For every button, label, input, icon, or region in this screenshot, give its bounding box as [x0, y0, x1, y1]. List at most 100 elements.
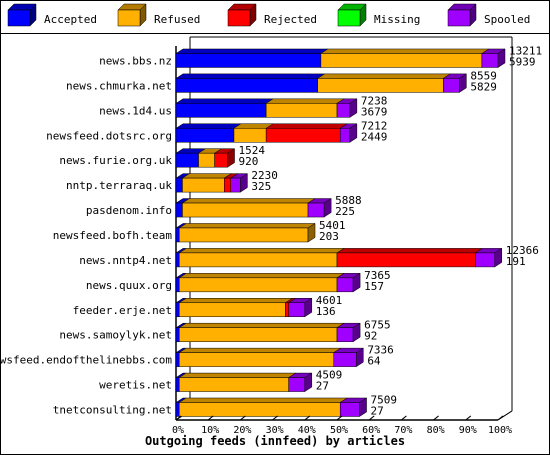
bar-pasdenom-info-accepted [175, 202, 183, 218]
x-tick-label-9: 90% [459, 425, 477, 436]
bar-news-chmurka-net-accepted [175, 78, 318, 93]
accepted-label-tnetconsulting-net: 27 [371, 404, 384, 417]
bar-nntp-terraraq-uk-refused [182, 177, 225, 193]
accepted-label-news-furie-org-uk: 920 [239, 155, 259, 168]
bar-nntp-terraraq-uk-accepted [175, 177, 183, 193]
x-tick-label-1: 10% [201, 425, 219, 436]
bar-newsfeed-dotsrc-org-accepted [175, 128, 235, 143]
accepted-label-news-chmurka-net: 5829 [470, 80, 497, 93]
legend-swatch-accepted [7, 9, 31, 27]
total-label-news-1d4-us: 7238 [361, 94, 388, 107]
bar-newsfeed-endofthelinebbs-com-refused [178, 352, 335, 367]
legend-label-spooled: Spooled [484, 13, 530, 26]
y-label-news-furie-org-uk: news.furie.org.uk [59, 154, 172, 167]
bar-nntp-terraraq-uk-rejected [224, 177, 231, 193]
bar-newsfeed-bofh-team-refused [178, 227, 309, 243]
y-label-pasdenom-info: pasdenom.info [86, 204, 172, 217]
y-label-nntp-terraraq-uk: nntp.terraraq.uk [66, 179, 172, 192]
bar-news-nntp4-net-spooled [475, 252, 496, 268]
total-label-newsfeed-dotsrc-org: 7212 [361, 119, 388, 132]
bar-news-chmurka-net-spooled [443, 78, 460, 93]
y-label-newsfeed-dotsrc-org: newsfeed.dotsrc.org [46, 129, 172, 142]
x-tick-5 [336, 415, 343, 421]
legend-item-rejected: Rejected [227, 3, 317, 27]
x-tick-0 [175, 415, 182, 421]
legend-item-refused: Refused [117, 3, 200, 27]
y-axis-labels: news.bbs.nz news.chmurka.net news.1d4.us ne… [0, 54, 172, 416]
x-tick-label-6: 60% [362, 425, 380, 436]
total-label-pasdenom-info: 5888 [335, 194, 362, 207]
total-label-news-chmurka-net: 8559 [470, 69, 497, 82]
bar-newsfeed-dotsrc-org-rejected [265, 128, 341, 143]
x-tick-1 [207, 415, 214, 421]
bar-pasdenom-info-spooled [307, 202, 325, 218]
total-label-news-furie-org-uk: 1524 [239, 144, 266, 157]
bar-news-nntp4-net-accepted [175, 252, 180, 268]
total-label-tnetconsulting-net: 7509 [371, 393, 398, 406]
x-tick-6 [368, 415, 375, 421]
bar-weretis-net-refused [178, 377, 289, 392]
legend-item-missing: Missing [337, 3, 420, 27]
bar-news-samoylyk-net-spooled [336, 327, 354, 342]
bar-news-bbs-nz-spooled [481, 53, 499, 68]
bar-news-furie-org-uk-accepted [175, 152, 199, 168]
accepted-label-news-quux-org: 157 [364, 280, 384, 293]
x-tick-label-8: 80% [427, 425, 445, 436]
bar-news-nntp4-net-refused [178, 252, 338, 268]
accepted-label-news-nntp4-net: 191 [506, 255, 526, 268]
legend-label-refused: Refused [154, 13, 200, 26]
x-tick-10 [497, 415, 504, 421]
legend-swatch-missing [337, 9, 361, 27]
bar-newsfeed-dotsrc-org-refused [233, 128, 267, 143]
total-label-nntp-terraraq-uk: 2230 [251, 169, 278, 182]
bar-newsfeed-endofthelinebbs-com-accepted [175, 352, 180, 367]
bar-news-samoylyk-net-refused [178, 327, 338, 342]
x-tick-4 [304, 415, 311, 421]
bar-weretis-net-accepted [175, 377, 180, 392]
y-label-news-1d4-us: news.1d4.us [99, 104, 172, 117]
x-tick-8 [433, 415, 439, 421]
total-label-news-samoylyk-net: 6755 [364, 319, 391, 332]
bar-news-quux-org-accepted [175, 277, 180, 293]
legend-item-accepted: Accepted [7, 3, 97, 27]
y-label-news-samoylyk-net: news.samoylyk.net [59, 329, 172, 342]
bar-area: 1321159398559582972383679721224491524920… [175, 44, 542, 417]
y-label-news-nntp4-net: news.nntp4.net [79, 254, 172, 267]
bar-newsfeed-endofthelinebbs-com-spooled [333, 352, 357, 367]
y-label-news-bbs-nz: news.bbs.nz [99, 54, 172, 67]
y-label-newsfeed-endofthelinebbs-com: newsfeed.endofthelinebbs.com [0, 354, 172, 367]
bar-news-1d4-us-refused [265, 103, 338, 118]
x-tick-label-4: 40% [298, 425, 316, 436]
x-tick-2 [240, 415, 246, 421]
x-tick-3 [272, 415, 278, 421]
total-label-newsfeed-endofthelinebbs-com: 7336 [367, 344, 394, 357]
x-axis-title: Outgoing feeds (innfeed) by articles [145, 434, 405, 448]
bar-newsfeed-dotsrc-org-spooled [339, 128, 351, 143]
bar-feeder-erje-net-rejected [285, 302, 289, 318]
x-tick-label-10: 100% [488, 425, 512, 436]
bar-weretis-net-spooled [288, 377, 306, 392]
accepted-label-pasdenom-info: 225 [335, 205, 355, 218]
y-label-tnetconsulting-net: tnetconsulting.net [53, 403, 172, 416]
y-label-newsfeed-bofh-team: newsfeed.bofh.team [53, 229, 173, 242]
bar-news-nntp4-net-rejected [336, 252, 476, 268]
x-tick-label-2: 20% [233, 425, 251, 436]
bar-news-samoylyk-net-accepted [175, 327, 180, 342]
x-tick-label-3: 30% [266, 425, 284, 436]
y-label-weretis-net: weretis.net [99, 379, 172, 392]
x-tick-label-7: 70% [394, 425, 412, 436]
accepted-label-nntp-terraraq-uk: 325 [251, 180, 271, 193]
bar-newsfeed-bofh-team-accepted [175, 227, 180, 243]
total-label-newsfeed-bofh-team: 5401 [319, 219, 346, 232]
bar-pasdenom-info-refused [182, 202, 309, 218]
